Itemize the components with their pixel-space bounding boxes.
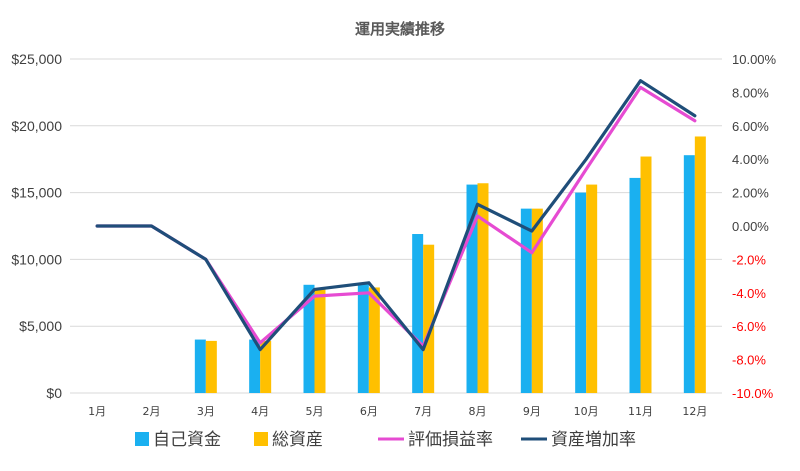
right-tick-label: 8.00%: [732, 85, 769, 100]
left-axis: $0 $5,000 $10,000 $15,000 $20,000 $25,000: [11, 51, 62, 401]
bar-total-assets: [477, 183, 489, 393]
left-tick-label: $20,000: [11, 118, 62, 134]
legend: 自己資金 総資産 評価損益率 資産増加率: [135, 430, 636, 450]
bar-own-funds: [249, 339, 261, 393]
bar-total-assets: [368, 287, 380, 393]
bar-own-funds: [683, 155, 695, 393]
legend-label: 評価損益率: [408, 430, 493, 450]
bar-total-assets: [260, 340, 272, 393]
legend-label: 総資産: [272, 430, 323, 450]
line-asset-growth-rate: [95, 79, 697, 352]
bar-own-funds: [412, 234, 424, 393]
category-label: 7月: [414, 405, 432, 418]
left-tick-label: $25,000: [11, 51, 62, 67]
bar-own-funds: [466, 184, 478, 393]
category-label: 2月: [143, 405, 161, 418]
category-label: 4月: [251, 405, 269, 418]
right-tick-label: 2.00%: [732, 186, 769, 201]
chart-title: 運用実績推移: [355, 20, 445, 38]
bar-total-assets: [640, 156, 652, 393]
category-label: 10月: [574, 405, 599, 418]
left-tick-label: $15,000: [11, 185, 62, 201]
category-label: 12月: [682, 405, 707, 418]
category-label: 1月: [88, 405, 106, 418]
category-label: 8月: [469, 405, 487, 418]
right-tick-label: -4.0%: [732, 286, 766, 301]
line-series: [95, 79, 697, 352]
right-tick-label: 0.00%: [732, 219, 769, 234]
bar-own-funds: [520, 208, 532, 393]
legend-swatch: [254, 432, 268, 446]
category-axis: 1月 2月 3月 4月 5月 6月 7月 8月 9月 10月 11月 12月: [88, 405, 707, 418]
bar-total-assets: [694, 136, 706, 393]
legend-swatch: [135, 432, 149, 446]
bar-total-assets: [586, 184, 598, 393]
category-label: 9月: [523, 405, 541, 418]
bar-total-assets: [531, 208, 543, 393]
bar-own-funds: [629, 177, 641, 393]
bar-total-assets: [205, 340, 217, 393]
right-axis: 10.00% 8.00% 6.00% 4.00% 2.00% 0.00% -2.0% -4.0…: [732, 52, 777, 401]
right-tick-label: -6.0%: [732, 319, 766, 334]
bar-own-funds: [194, 339, 206, 393]
right-tick-label: 10.00%: [732, 52, 777, 67]
category-label: 3月: [197, 405, 215, 418]
bar-own-funds: [357, 283, 369, 393]
bar-own-funds: [575, 192, 587, 393]
right-tick-label: -2.0%: [732, 252, 766, 267]
right-tick-label: -8.0%: [732, 353, 766, 368]
bar-series: [194, 136, 706, 393]
bar-own-funds: [303, 284, 315, 393]
category-label: 11月: [628, 405, 653, 418]
right-tick-label: 4.00%: [732, 152, 769, 167]
bar-total-assets: [423, 244, 435, 393]
left-tick-label: $5,000: [19, 318, 62, 334]
category-label: 6月: [360, 405, 378, 418]
right-tick-label: -10.0%: [732, 386, 774, 401]
left-tick-label: $10,000: [11, 251, 62, 267]
gridlines: [70, 58, 722, 394]
left-tick-label: $0: [46, 385, 62, 401]
legend-label: 自己資金: [153, 430, 221, 450]
legend-label: 資産増加率: [551, 430, 636, 450]
right-tick-label: 6.00%: [732, 119, 769, 134]
bar-total-assets: [314, 288, 326, 393]
category-label: 5月: [306, 405, 324, 418]
